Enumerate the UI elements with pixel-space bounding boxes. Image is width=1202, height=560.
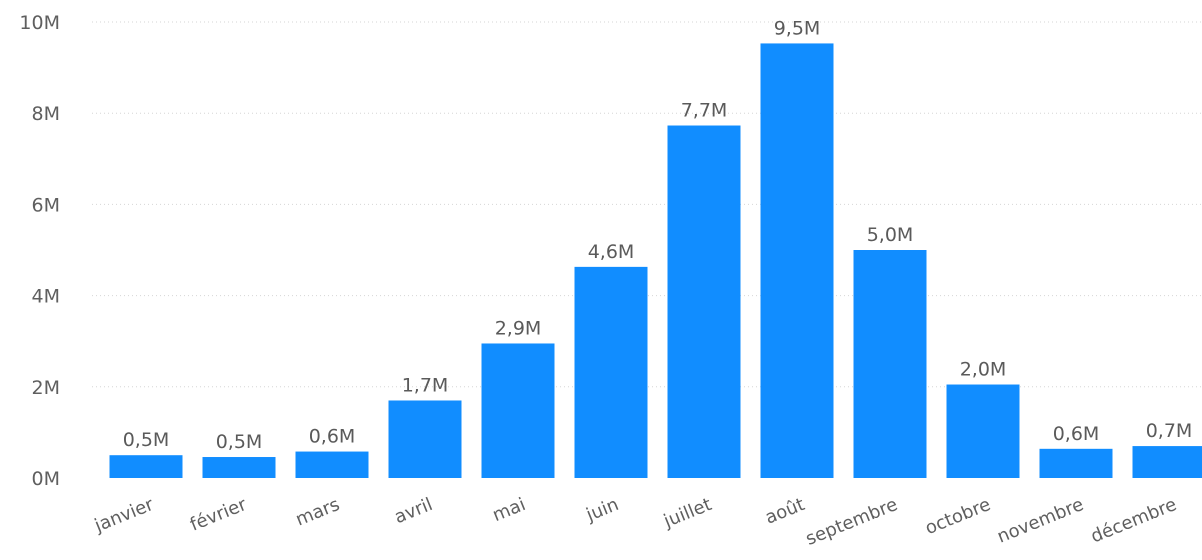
x-tick-label-février: février — [187, 494, 250, 536]
y-tick-label: 0M — [32, 468, 60, 490]
x-axis: janvier février mars avril mai juin juillet aoû… — [91, 494, 1180, 550]
x-tick-label-novembre: novembre — [994, 494, 1086, 548]
bar-septembre — [853, 250, 927, 478]
data-label-août: 9,5M — [774, 17, 821, 39]
bar-avril — [388, 400, 462, 478]
x-tick-label-avril: avril — [392, 494, 436, 528]
x-tick-label-mars: mars — [293, 494, 343, 530]
bar-juillet — [667, 125, 741, 479]
bar-mai — [481, 343, 555, 478]
data-label-juillet: 7,7M — [681, 100, 728, 122]
bars — [109, 43, 1202, 479]
x-tick-label-janvier: janvier — [91, 494, 157, 537]
x-tick-label-juillet: juillet — [660, 494, 715, 532]
data-label-mars: 0,6M — [309, 426, 356, 448]
bar-mars — [295, 451, 369, 478]
bar-janvier — [109, 455, 183, 478]
data-label-mai: 2,9M — [495, 317, 542, 339]
x-tick-label-décembre: décembre — [1088, 494, 1180, 547]
data-label-octobre: 2,0M — [960, 359, 1007, 381]
y-axis: 0M 2M 4M 6M 8M 10M — [19, 12, 60, 490]
x-tick-label-août: août — [762, 494, 807, 529]
y-tick-label: 6M — [32, 194, 60, 216]
x-tick-label-septembre: septembre — [803, 494, 901, 550]
x-tick-label-mai: mai — [490, 494, 529, 526]
y-tick-label: 10M — [19, 12, 60, 34]
data-label-juin: 4,6M — [588, 241, 635, 263]
x-tick-label-juin: juin — [582, 494, 621, 526]
bar-octobre — [946, 384, 1020, 478]
y-tick-label: 8M — [32, 103, 60, 125]
bar-août — [760, 43, 834, 478]
data-label-janvier: 0,5M — [123, 429, 170, 451]
bar-novembre — [1039, 448, 1113, 478]
y-tick-label: 4M — [32, 286, 60, 308]
data-label-novembre: 0,6M — [1053, 423, 1100, 445]
x-tick-label-octobre: octobre — [922, 494, 993, 539]
y-tick-label: 2M — [32, 377, 60, 399]
data-label-février: 0,5M — [216, 431, 263, 453]
bar-juin — [574, 266, 648, 478]
data-label-décembre: 0,7M — [1146, 420, 1193, 442]
bar-décembre — [1132, 446, 1202, 478]
data-label-septembre: 5,0M — [867, 224, 914, 246]
data-label-avril: 1,7M — [402, 374, 449, 396]
bar-février — [202, 457, 276, 478]
data-labels: 0,5M 0,5M 0,6M 1,7M 2,9M 4,6M 7,7M 9,5M 5,0M 2,0M… — [123, 17, 1193, 453]
